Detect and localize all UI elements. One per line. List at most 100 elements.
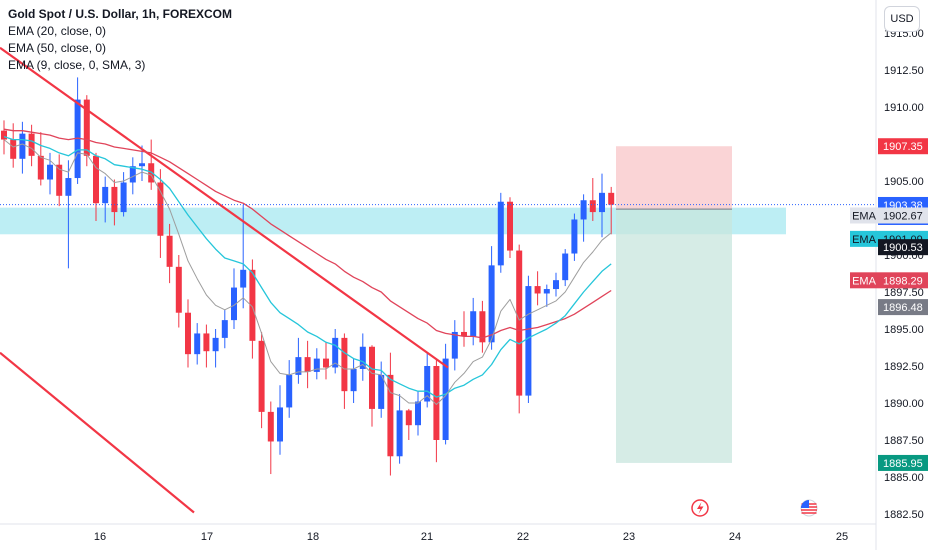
price-tag-level: 1896.48 — [878, 299, 928, 316]
candle-body — [175, 266, 182, 313]
candle — [157, 169, 164, 258]
candle-body — [415, 401, 421, 426]
candle-body — [28, 133, 35, 156]
time-tick-label: 23 — [623, 531, 635, 543]
candle — [19, 121, 26, 174]
price-tag-label: EMA — [852, 234, 877, 246]
candle — [387, 352, 394, 476]
price-tag-label: EMA — [852, 275, 877, 287]
indicator-ema-9[interactable]: EMA (9, close, 0, SMA, 3) — [8, 58, 146, 72]
candle-body — [396, 410, 403, 457]
candle — [332, 329, 339, 374]
candle-body — [525, 286, 532, 396]
candle — [74, 77, 81, 184]
indicator-ema-20[interactable]: EMA (20, close, 0) — [8, 24, 107, 38]
candle — [589, 178, 596, 221]
candle-body — [194, 333, 201, 355]
candle-body — [185, 312, 191, 355]
price-tag-label: EMA — [852, 210, 877, 222]
candle — [1, 120, 7, 155]
candle-body — [93, 155, 99, 204]
candle-body — [497, 201, 504, 266]
price-tick-label: 1882.50 — [884, 509, 924, 521]
time-tick-label: 25 — [836, 531, 848, 543]
candle-body — [203, 333, 210, 352]
candle-body — [157, 182, 164, 236]
lightning-icon[interactable] — [691, 499, 709, 517]
candle-body — [102, 186, 109, 204]
price-tag-bg — [878, 138, 928, 155]
candle — [580, 194, 587, 242]
candle-body — [129, 166, 136, 183]
candle — [433, 360, 440, 463]
candle — [65, 160, 72, 269]
candle-body — [240, 269, 247, 288]
candle-body — [249, 269, 256, 341]
candle — [470, 297, 477, 346]
candle — [129, 157, 136, 195]
candle-body — [488, 265, 495, 343]
candle — [28, 124, 35, 167]
price-tag-value: 1896.48 — [883, 302, 923, 314]
candle — [488, 246, 495, 350]
candle-body — [470, 311, 477, 337]
candle-body — [387, 374, 394, 457]
take-profit-zone — [616, 209, 732, 463]
price-tag-target: 1885.95 — [878, 454, 928, 471]
trendline-upper — [0, 46, 449, 369]
candle-body — [323, 358, 329, 368]
candle-body — [166, 235, 173, 267]
candle-body — [341, 337, 348, 392]
price-tick-label: 1912.50 — [884, 65, 924, 77]
candle — [212, 329, 219, 368]
candle-body — [534, 286, 541, 294]
candle — [424, 352, 431, 408]
price-tick-label: 1895.00 — [884, 324, 924, 336]
candle — [111, 179, 118, 226]
candle-body — [313, 358, 320, 372]
us-flag-icon[interactable] — [800, 499, 818, 517]
price-tag-level: 1900.53 — [878, 239, 928, 256]
candle — [185, 299, 191, 368]
candle — [369, 345, 375, 427]
candle — [286, 360, 293, 418]
candle-body — [516, 250, 523, 396]
candle — [231, 268, 237, 329]
candle — [166, 223, 173, 284]
time-tick-label: 24 — [729, 531, 741, 543]
event-icons — [691, 499, 818, 517]
candle — [562, 249, 569, 287]
price-tag-value: 1907.35 — [883, 141, 923, 153]
candle — [37, 132, 44, 186]
candle — [277, 385, 283, 455]
time-tick-label: 18 — [307, 531, 319, 543]
candle-body — [442, 358, 449, 440]
candle-body — [74, 99, 81, 179]
candle-body — [461, 331, 467, 337]
candle — [608, 186, 615, 235]
candle-body — [56, 164, 63, 196]
candle — [120, 172, 127, 217]
price-tag-bg — [878, 239, 928, 256]
price-tick-label: 1892.50 — [884, 361, 924, 373]
candle — [396, 394, 403, 464]
candle — [175, 255, 182, 328]
candle — [102, 176, 109, 223]
candles-layer — [1, 77, 615, 476]
indicator-ema-50[interactable]: EMA (50, close, 0) — [8, 41, 107, 55]
candle-body — [304, 357, 311, 372]
price-tag-value: 1898.29 — [883, 275, 923, 287]
time-axis[interactable]: 16 17 18 21 22 23 24 25 — [94, 531, 848, 543]
candle-body — [267, 411, 274, 442]
candle — [405, 408, 412, 440]
candle — [543, 284, 550, 307]
currency-button[interactable]: USD — [884, 6, 920, 32]
candle — [415, 391, 421, 436]
price-tag-bg — [878, 207, 928, 224]
candle-body — [350, 368, 357, 392]
candle — [461, 311, 467, 347]
candle-body — [479, 311, 486, 343]
background-layer — [0, 146, 786, 463]
ema-20-line — [3, 135, 612, 398]
